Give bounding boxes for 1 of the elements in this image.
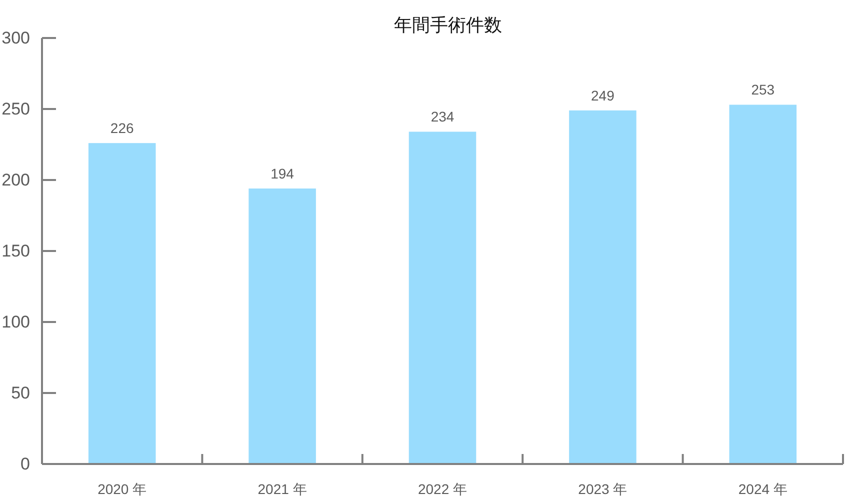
title: 年間手術件数 [394,15,502,35]
